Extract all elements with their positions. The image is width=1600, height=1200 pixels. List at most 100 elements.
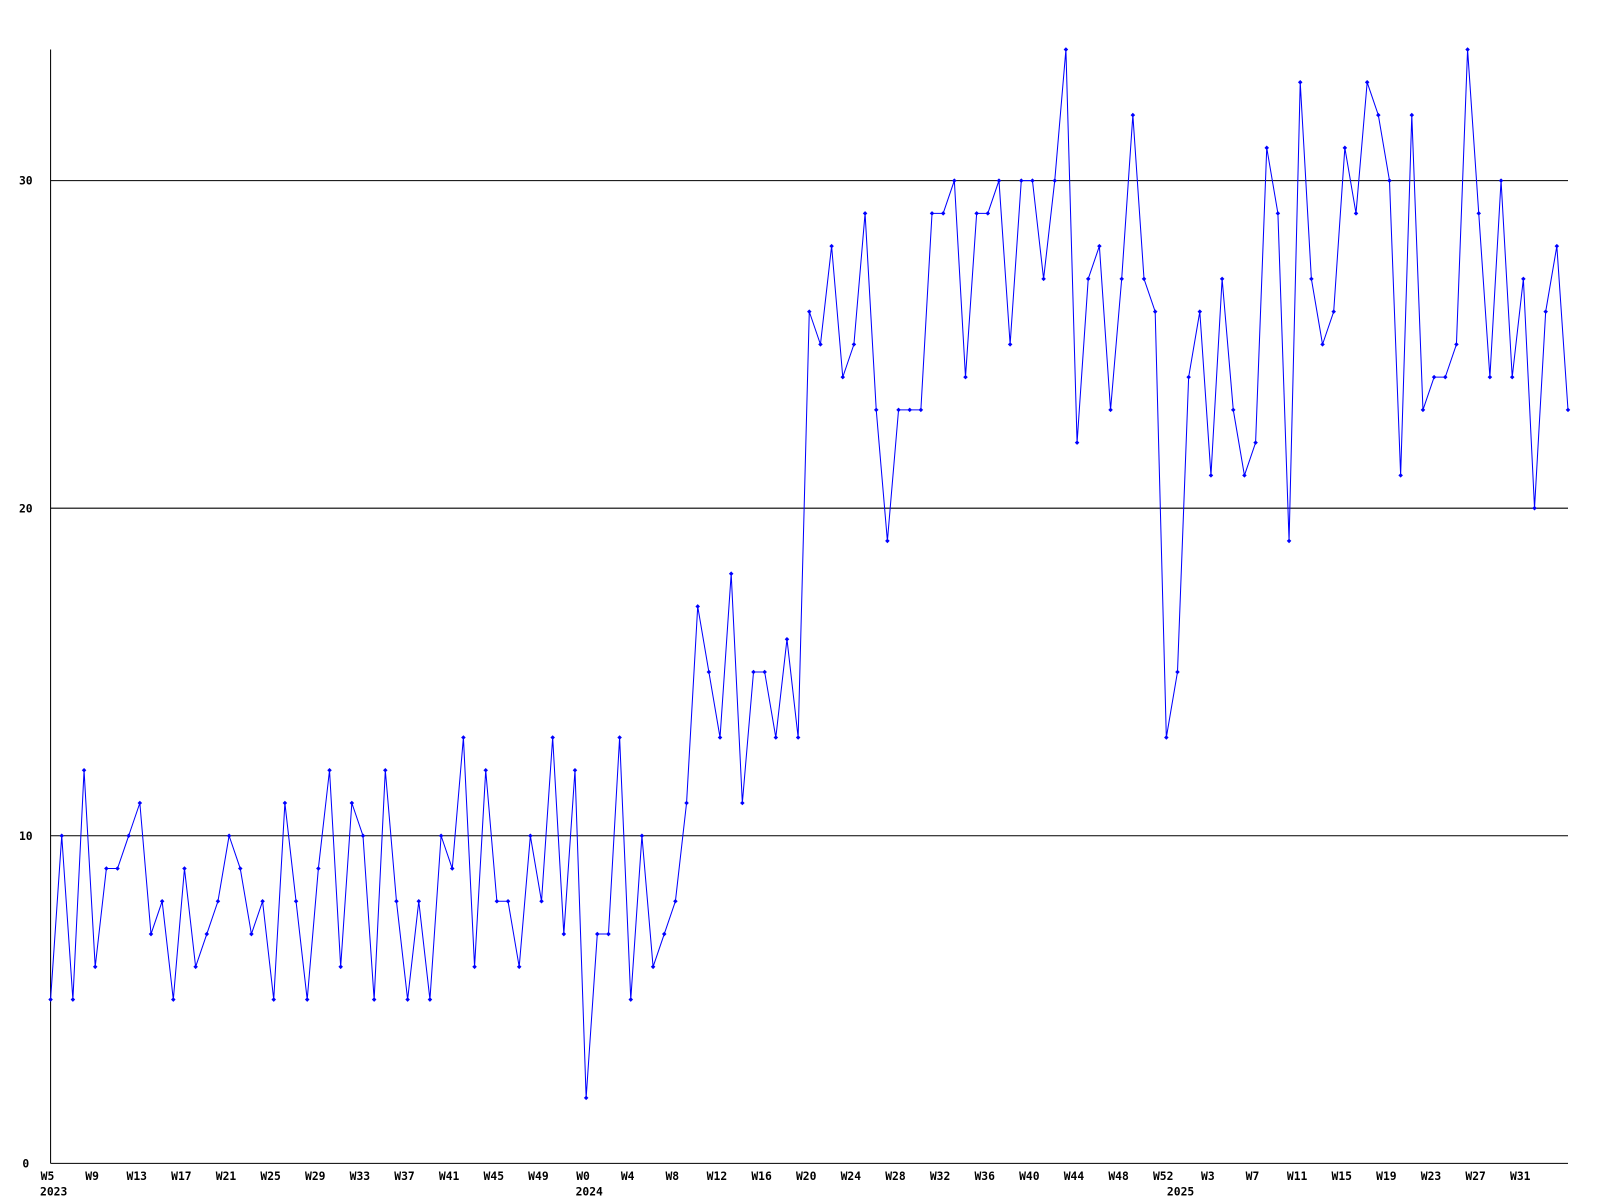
data-point: [650, 964, 656, 970]
data-point: [104, 866, 109, 871]
data-point: [1376, 112, 1381, 118]
data-point: [1007, 342, 1013, 347]
x-tick-label: W52: [1153, 1169, 1174, 1183]
x-tick-label: W24: [841, 1169, 862, 1183]
x-year-label: 2023: [40, 1184, 67, 1198]
data-point: [940, 211, 946, 216]
x-tick-label: W48: [1108, 1169, 1129, 1183]
data-point: [1409, 112, 1415, 118]
data-point: [818, 342, 823, 347]
data-point: [1465, 47, 1470, 52]
data-point: [617, 735, 622, 740]
data-point: [885, 538, 890, 544]
x-tick-label: W37: [394, 1169, 415, 1183]
x-tick-label: W7: [1246, 1169, 1260, 1183]
data-point: [717, 735, 723, 740]
data-point: [327, 767, 332, 773]
x-tick-label: W29: [305, 1169, 326, 1183]
data-point: [907, 407, 912, 413]
data-point: [293, 899, 299, 904]
x-tick-label: W15: [1332, 1169, 1353, 1183]
x-year-label: 2025: [1167, 1184, 1194, 1198]
x-year-label: 2024: [576, 1184, 603, 1198]
data-point: [260, 899, 265, 904]
data-point: [70, 997, 76, 1002]
data-point: [1019, 178, 1024, 183]
x-tick-label: W21: [216, 1169, 237, 1183]
data-point: [561, 931, 567, 937]
data-point: [952, 178, 957, 183]
data-point: [137, 800, 143, 806]
data-point: [784, 636, 790, 642]
data-point: [840, 374, 846, 380]
data-point: [728, 571, 734, 576]
data-point: [829, 243, 834, 249]
data-point: [126, 833, 131, 839]
data-point: [550, 735, 555, 740]
data-point: [1543, 309, 1548, 314]
data-point: [316, 866, 321, 871]
data-point: [371, 997, 377, 1002]
data-point: [1331, 309, 1336, 314]
data-point: [1175, 669, 1180, 675]
data-point: [1242, 473, 1247, 478]
data-point: [1097, 243, 1102, 249]
data-point: [896, 407, 901, 413]
data-point: [516, 964, 522, 970]
data-point: [985, 211, 991, 216]
data-point: [1521, 276, 1526, 282]
data-point: [1085, 276, 1091, 282]
data-point: [148, 931, 154, 937]
x-tick-label: W19: [1376, 1169, 1397, 1183]
data-point: [528, 833, 533, 839]
data-point: [762, 669, 767, 675]
data-point: [304, 997, 310, 1002]
data-point: [1130, 112, 1136, 118]
data-point: [427, 997, 433, 1002]
data-point: [1030, 178, 1035, 183]
data-point: [271, 997, 277, 1002]
data-point: [483, 767, 488, 773]
data-point: [1119, 276, 1124, 282]
data-point: [1141, 276, 1147, 282]
data-point: [472, 964, 477, 970]
data-point: [449, 866, 455, 871]
data-point: [438, 833, 444, 839]
data-point: [461, 735, 466, 740]
data-point: [606, 931, 611, 937]
x-tick-label: W5: [41, 1169, 55, 1183]
data-point: [1487, 374, 1493, 380]
data-point: [1387, 178, 1392, 183]
data-point: [1565, 407, 1571, 413]
x-tick-label: W41: [439, 1169, 460, 1183]
data-point: [862, 211, 868, 216]
data-point: [673, 899, 678, 904]
data-point: [215, 899, 221, 904]
data-point: [918, 407, 924, 413]
data-point: [1364, 80, 1370, 85]
x-tick-label: W16: [751, 1169, 772, 1183]
x-tick-label: W40: [1019, 1169, 1040, 1183]
x-tick-label: W8: [665, 1169, 679, 1183]
data-point: [1498, 178, 1504, 183]
data-point: [92, 964, 98, 970]
data-point: [1286, 538, 1292, 544]
data-point: [115, 866, 120, 871]
series-line: [50, 49, 1569, 1098]
data-point: [1398, 473, 1403, 478]
data-point: [1420, 407, 1426, 413]
x-tick-label: W32: [930, 1169, 951, 1183]
x-tick-label: W12: [707, 1169, 728, 1183]
data-point: [383, 767, 388, 773]
data-point: [628, 997, 634, 1002]
data-point: [873, 407, 879, 413]
data-point: [706, 669, 712, 675]
data-point: [204, 931, 210, 937]
data-point: [349, 800, 355, 806]
x-tick-label: W49: [528, 1169, 549, 1183]
data-point: [1208, 473, 1214, 478]
data-point: [583, 1095, 589, 1101]
data-point: [661, 931, 667, 937]
data-point: [1231, 407, 1236, 413]
